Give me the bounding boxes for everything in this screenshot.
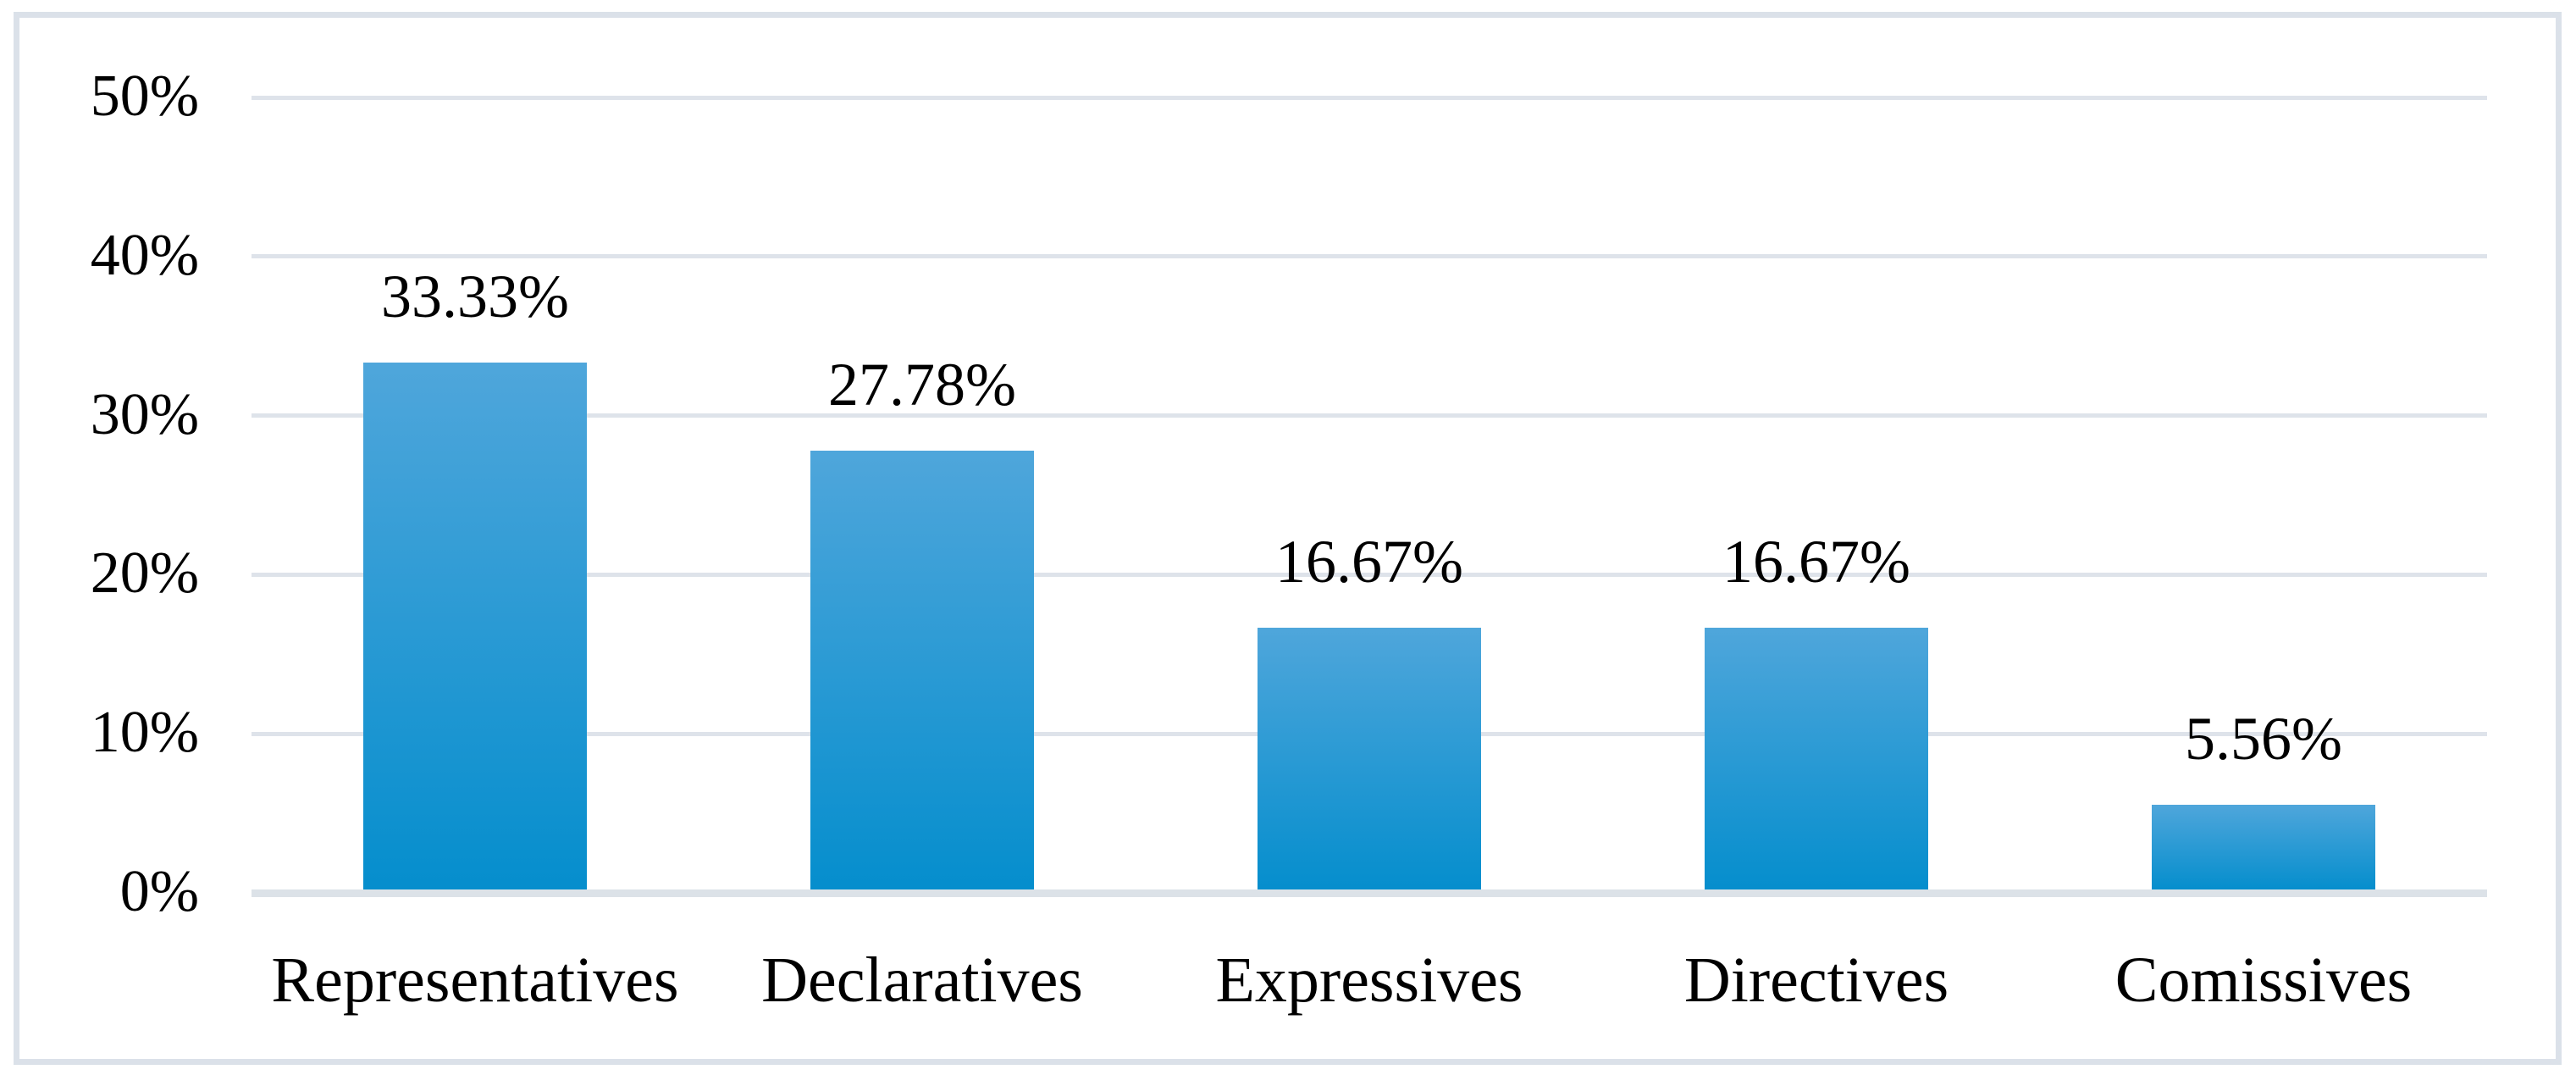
bar-declaratives <box>810 451 1034 889</box>
y-tick-label-40: 40% <box>90 223 199 288</box>
data-label-comissives: 5.56% <box>2185 705 2342 773</box>
bar-directives <box>1705 628 1928 889</box>
bar-expressives <box>1258 628 1481 889</box>
data-label-declaratives: 27.78% <box>828 351 1016 418</box>
chart-frame: 50% 40% 30% 20% 10% 0% 33.33% 27.78% 16.67% 16.6… <box>14 12 2562 1065</box>
category-label-comissives: Comissives <box>2114 945 2413 1016</box>
data-label-directives: 16.67% <box>1722 528 1910 596</box>
bar-representatives <box>363 363 587 889</box>
bar-comissives <box>2152 805 2375 889</box>
x-axis-line <box>252 889 2487 897</box>
category-label-directives: Directives <box>1683 945 1949 1016</box>
gridline-50 <box>252 96 2487 100</box>
data-label-representatives: 33.33% <box>381 263 569 330</box>
category-label-expressives: Expressives <box>1215 945 1523 1016</box>
gridline-40 <box>252 254 2487 258</box>
category-label-representatives: Representatives <box>271 945 679 1016</box>
category-label-declaratives: Declaratives <box>761 945 1083 1016</box>
y-tick-label-30: 30% <box>90 382 199 447</box>
y-tick-label-10: 10% <box>90 700 199 765</box>
data-label-expressives: 16.67% <box>1275 528 1463 596</box>
y-tick-label-50: 50% <box>90 64 199 129</box>
gridline-30 <box>252 413 2487 418</box>
y-tick-label-20: 20% <box>90 540 199 606</box>
gridline-20 <box>252 573 2487 577</box>
y-tick-label-0: 0% <box>119 859 199 924</box>
